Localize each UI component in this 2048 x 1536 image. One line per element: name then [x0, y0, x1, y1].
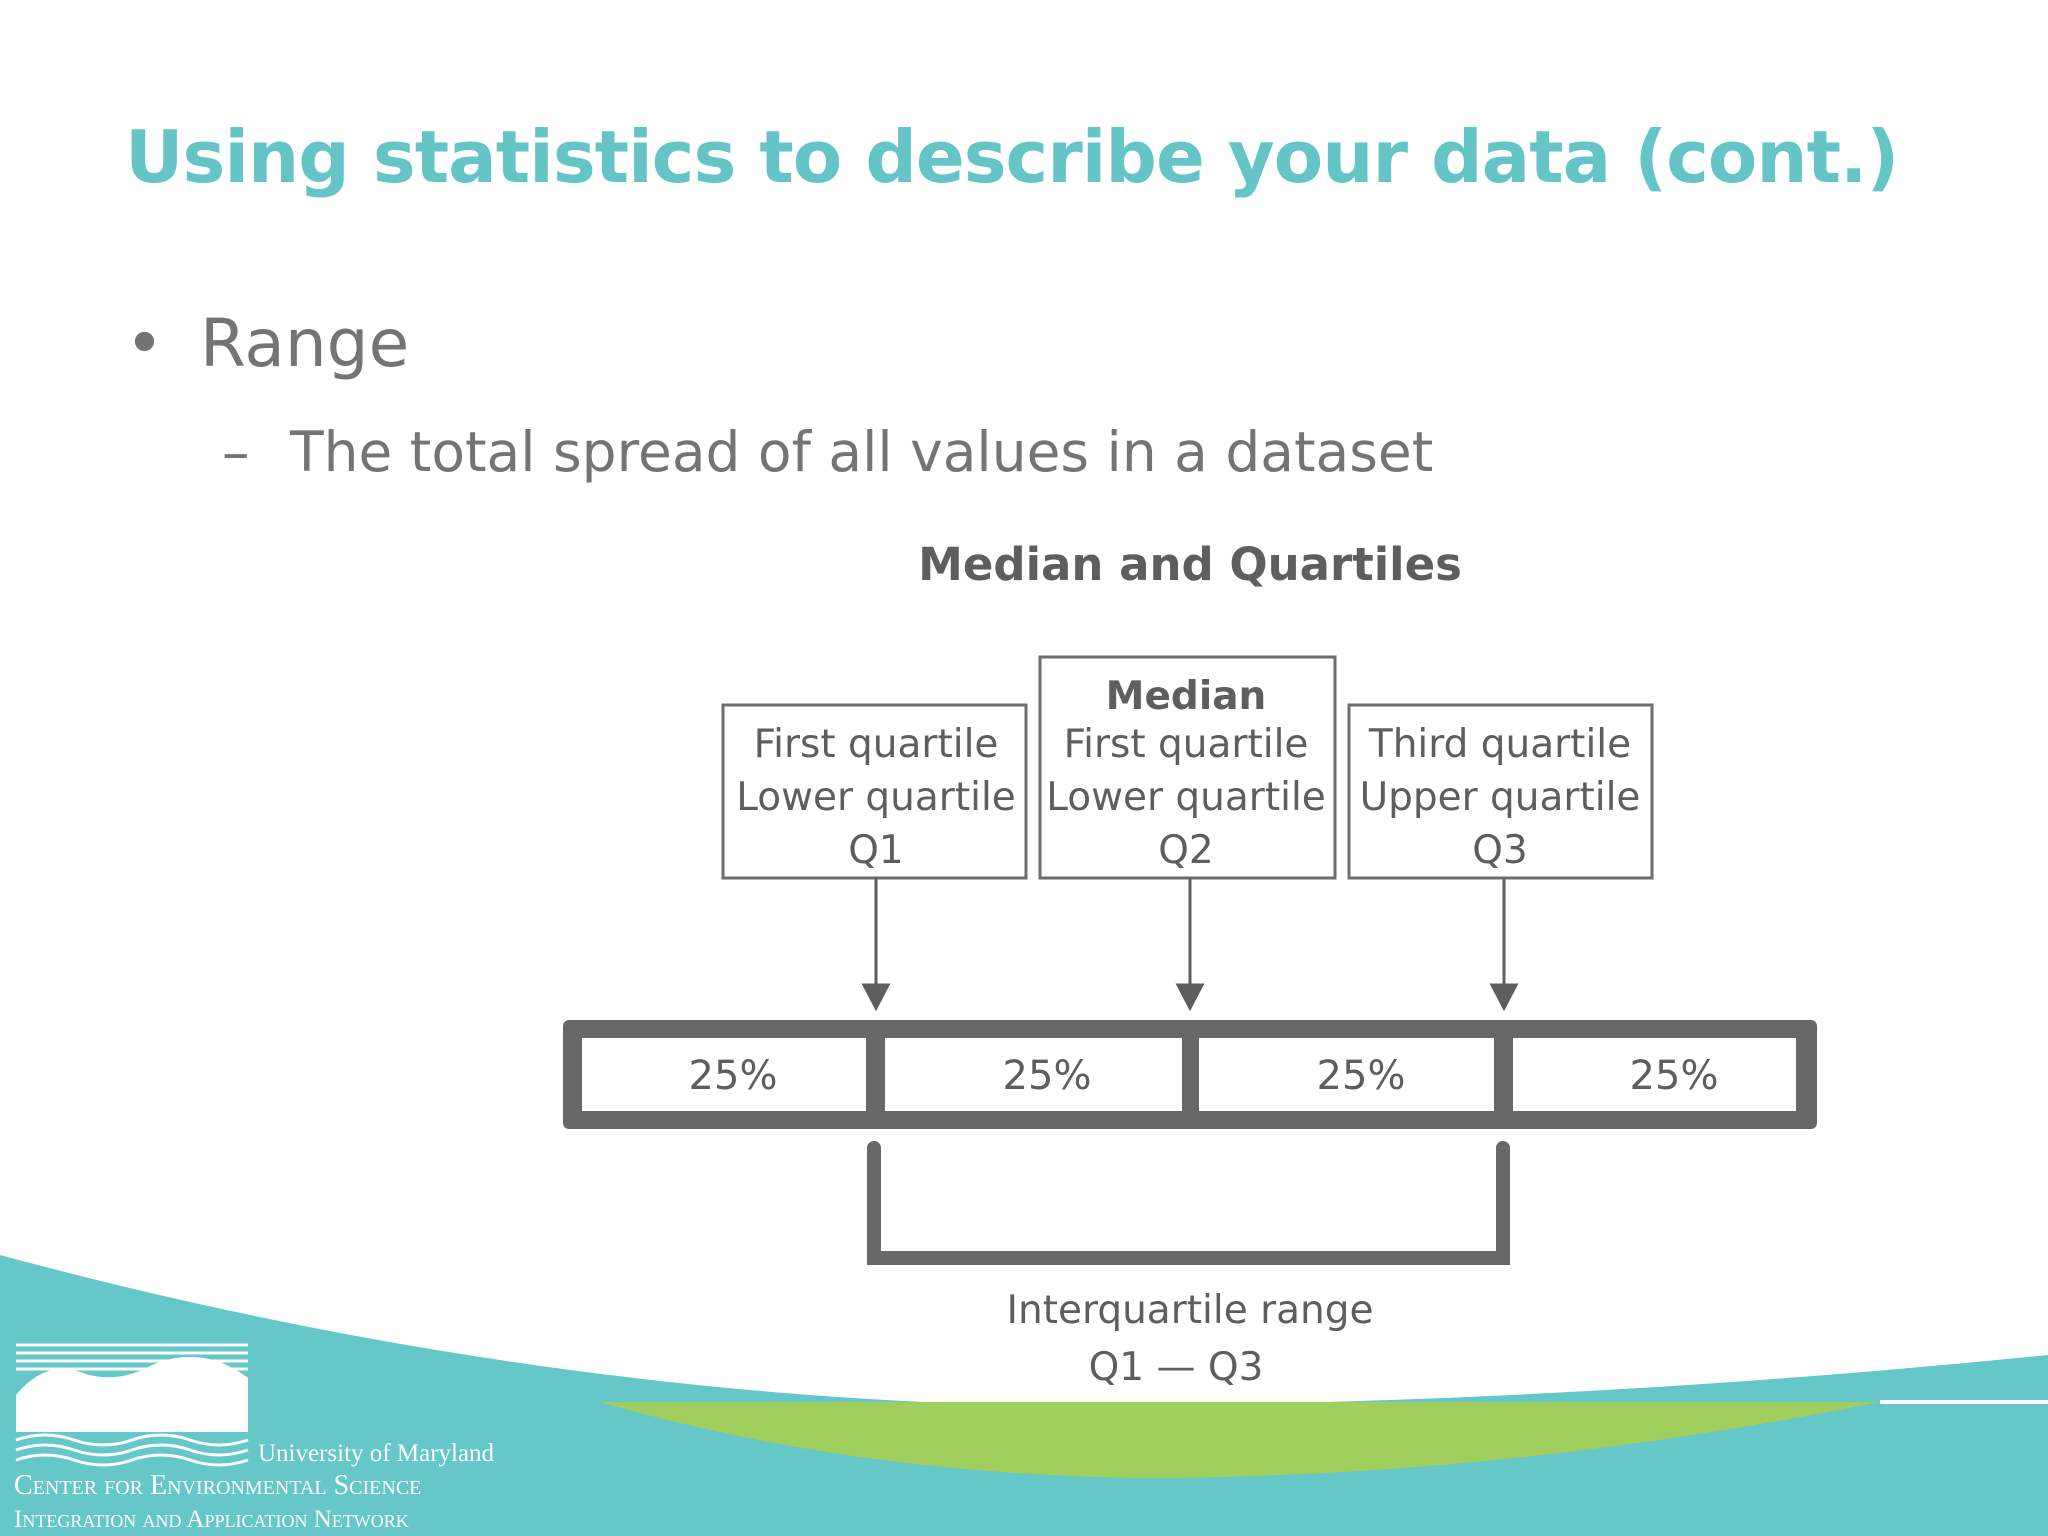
segment-4 [1513, 1038, 1796, 1111]
segment-1-label: 25% [689, 1053, 778, 1099]
teal-wave [0, 1255, 2048, 1536]
q2-line1: First quartile [1064, 722, 1309, 767]
sub-bullet-marker: – [222, 420, 250, 484]
green-wave [600, 1402, 1880, 1478]
sub-bullet-text: The total spread of all values in a data… [290, 420, 1434, 484]
median-box [1038, 655, 1337, 880]
q3-line3: Q3 [1472, 828, 1528, 873]
diagram-title: Median and Quartiles [918, 538, 1462, 591]
iqr-label: Interquartile range [1006, 1288, 1373, 1333]
segment-1 [582, 1038, 866, 1111]
bullet-marker: • [125, 305, 164, 382]
q2-line2: Lower quartile [1046, 775, 1326, 820]
q1-box [721, 703, 1028, 880]
iqr-formula: Q1 — Q3 [1089, 1345, 1264, 1390]
segment-2 [885, 1038, 1182, 1111]
sub-bullet: – The total spread of all values in a dat… [222, 420, 1433, 484]
logo-university: University of Maryland [258, 1440, 495, 1467]
bullet-range: • Range [125, 305, 409, 382]
q2-arrow-head [1175, 983, 1205, 1012]
iqr-bracket [867, 1141, 1510, 1265]
ian-logo-icon [15, 1343, 249, 1467]
q3-line1: Third quartile [1368, 722, 1631, 767]
segment-2-label: 25% [1003, 1053, 1092, 1099]
logo-ian: Integration and Application Network [14, 1506, 409, 1533]
quartile-bar [563, 1020, 1817, 1129]
segment-3-label: 25% [1317, 1053, 1406, 1099]
q1-line2: Lower quartile [736, 775, 1016, 820]
q1-line1: First quartile [754, 722, 999, 767]
bullet-text: Range [200, 305, 410, 382]
median-heading: Median [1106, 674, 1267, 719]
footer-wave [0, 1255, 2048, 1536]
q3-box [1347, 703, 1654, 880]
segment-3 [1199, 1038, 1494, 1111]
slide-title: Using statistics to describe your data (… [125, 115, 1899, 199]
q1-line3: Q1 [848, 828, 904, 873]
q3-line2: Upper quartile [1360, 775, 1641, 820]
q1-arrow-head [861, 983, 891, 1012]
segment-4-label: 25% [1630, 1053, 1719, 1099]
logo-center: Center for Environmental Science [14, 1470, 422, 1501]
q2-line3: Q2 [1158, 828, 1214, 873]
q3-arrow-head [1489, 983, 1519, 1012]
